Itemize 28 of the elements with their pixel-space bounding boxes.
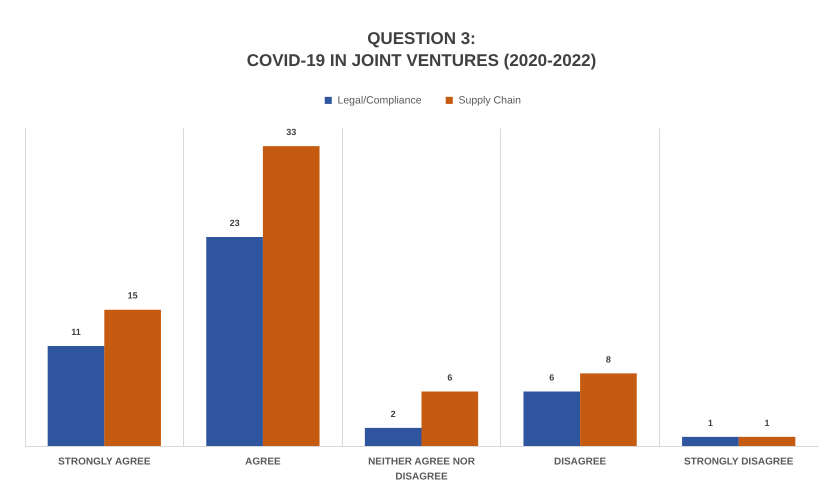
data-label: 8 [606,354,611,364]
data-label: 2 [390,408,396,419]
x-tick-label: DISAGREE [554,456,607,468]
bar [738,436,796,446]
data-label: 15 [128,290,138,301]
data-label: 11 [71,327,81,338]
x-tick-label: AGREE [245,456,282,468]
x-tick-label: STRONGLY DISAGREE [684,456,794,468]
chart-title: QUESTION 3: COVID-19 IN JOINT VENTURES (2020-2022) [246,29,596,70]
data-label: 1 [708,418,713,428]
bar [206,237,263,446]
bar [48,346,104,446]
bar [364,428,422,446]
bar [422,391,478,446]
bar [262,146,320,446]
data-label: 6 [549,372,554,382]
legend-label: Supply Chain [458,94,522,106]
legend-label: Legal/Compliance [338,94,422,106]
bar [104,310,161,446]
data-label: 6 [447,372,452,382]
data-label: 33 [286,127,296,138]
bar [580,373,637,446]
x-tick-label: NEITHER AGREE NOR DISAGREE [368,456,476,482]
bar [523,391,580,446]
x-tick-label: STRONGLY AGREE [58,456,151,468]
data-label: 1 [764,418,770,428]
data-label: 23 [230,218,240,228]
bar [682,436,739,446]
